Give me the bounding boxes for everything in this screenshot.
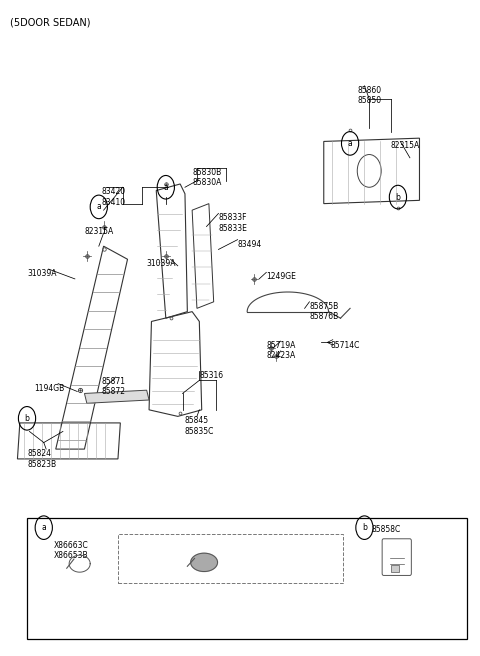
Text: 31039A: 31039A bbox=[27, 269, 57, 278]
Bar bbox=[391, 565, 399, 571]
Text: 85714C: 85714C bbox=[331, 341, 360, 350]
Text: 31039A: 31039A bbox=[147, 259, 176, 268]
Text: a: a bbox=[348, 139, 352, 148]
Text: 82423A: 82423A bbox=[266, 351, 296, 360]
Text: b: b bbox=[362, 523, 367, 532]
Text: b: b bbox=[396, 193, 400, 201]
Text: 1249GE: 1249GE bbox=[266, 272, 296, 281]
Bar bbox=[118, 534, 343, 583]
Text: b: b bbox=[24, 414, 29, 423]
FancyBboxPatch shape bbox=[382, 539, 411, 575]
Text: 82315A: 82315A bbox=[84, 226, 114, 236]
Text: 83420
83410: 83420 83410 bbox=[101, 187, 125, 207]
Text: 85832R
85832: 85832R 85832 bbox=[259, 554, 288, 573]
Text: 85871
85872: 85871 85872 bbox=[101, 377, 125, 396]
Text: 82315A: 82315A bbox=[391, 142, 420, 150]
Text: 85860
85850: 85860 85850 bbox=[357, 86, 382, 105]
Text: (W/CURTAIN AIR BAG):: (W/CURTAIN AIR BAG): bbox=[123, 541, 201, 547]
Text: 85316: 85316 bbox=[199, 371, 224, 380]
Bar bbox=[27, 518, 468, 639]
Text: 85830B
85830A: 85830B 85830A bbox=[192, 168, 221, 187]
Text: a: a bbox=[164, 183, 168, 192]
Text: 85845
85835C: 85845 85835C bbox=[185, 417, 215, 436]
Text: (5DOOR SEDAN): (5DOOR SEDAN) bbox=[10, 17, 91, 27]
Text: 85858C: 85858C bbox=[372, 525, 401, 534]
Text: 83494: 83494 bbox=[238, 239, 262, 249]
Text: X86663C
X86653B: X86663C X86653B bbox=[53, 541, 88, 560]
Text: a: a bbox=[96, 203, 101, 211]
Text: 85833F
85833E: 85833F 85833E bbox=[218, 213, 247, 233]
Text: 85875B
85876B: 85875B 85876B bbox=[310, 302, 339, 321]
Text: a: a bbox=[41, 523, 46, 532]
Polygon shape bbox=[191, 553, 217, 571]
Text: 1194GB: 1194GB bbox=[34, 384, 64, 393]
Polygon shape bbox=[84, 390, 149, 403]
Text: 85824
85823B: 85824 85823B bbox=[27, 449, 56, 468]
Text: 85719A: 85719A bbox=[266, 341, 296, 350]
